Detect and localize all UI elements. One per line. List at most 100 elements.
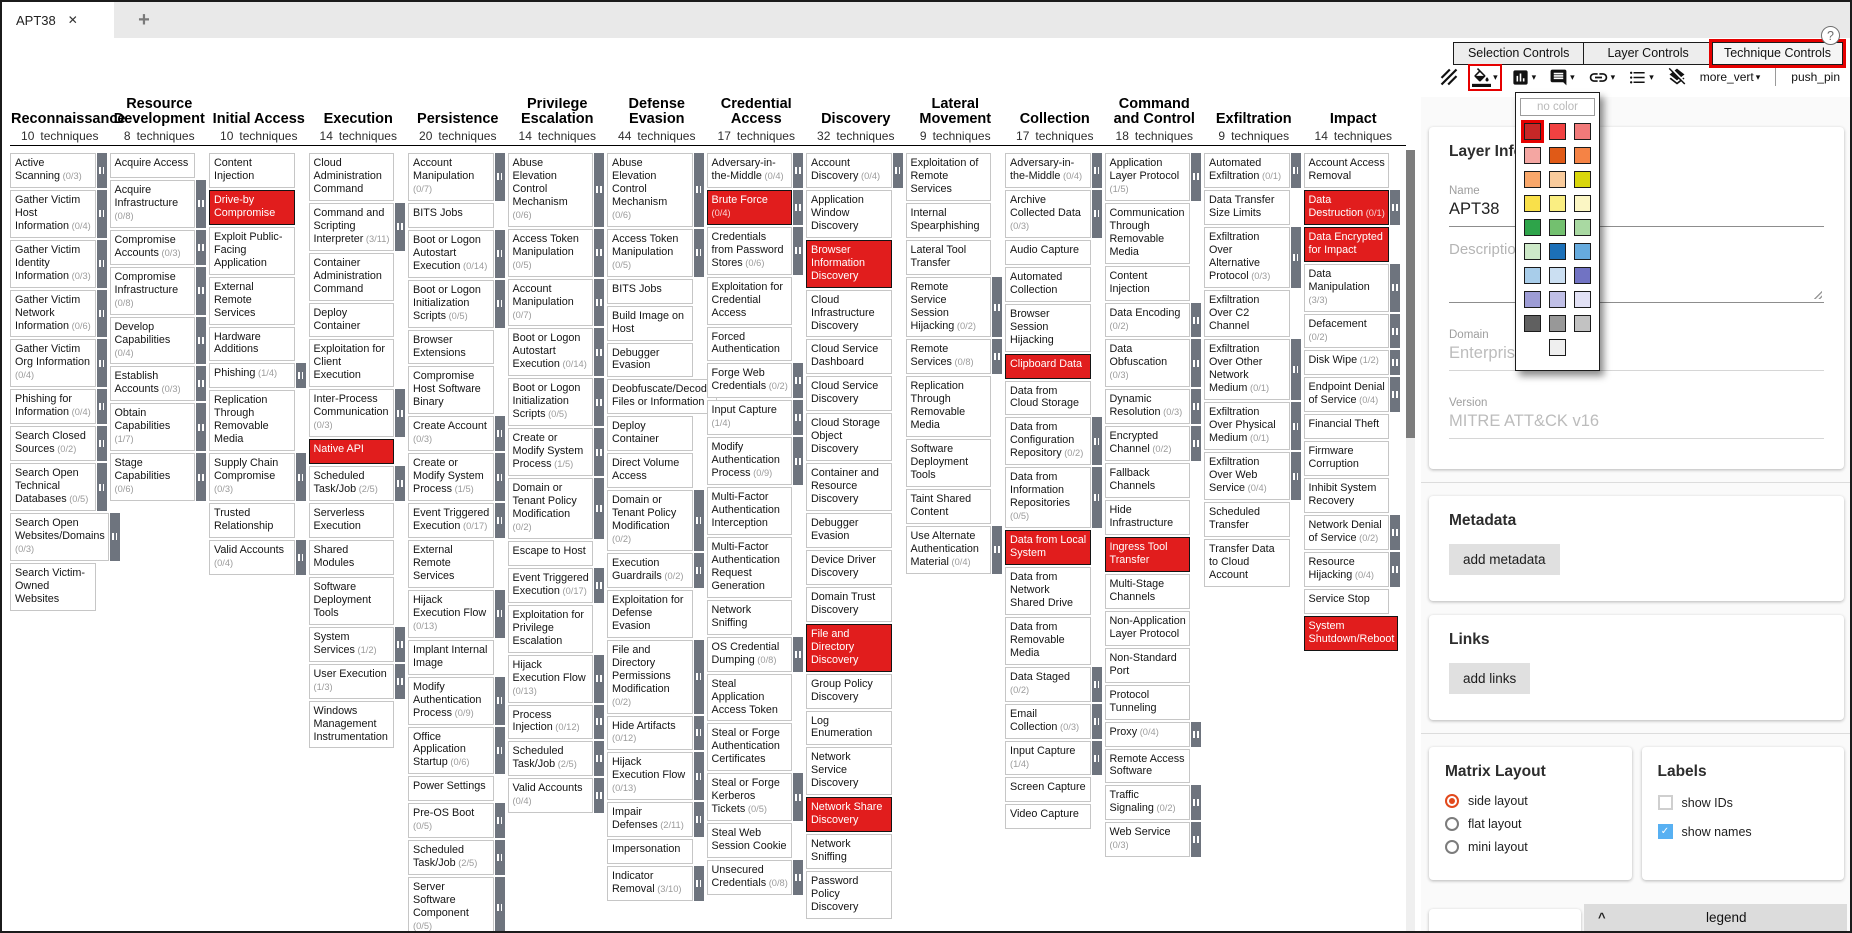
expand-subtechniques-handle[interactable] bbox=[295, 540, 306, 575]
technique-cell[interactable]: Gather Victim Org Information (0/4) bbox=[10, 339, 96, 388]
technique-cell[interactable]: Serverless Execution bbox=[308, 503, 394, 539]
expand-subtechniques-handle[interactable] bbox=[96, 153, 107, 188]
expand-subtechniques-handle[interactable] bbox=[992, 339, 1002, 375]
expand-subtechniques-handle[interactable] bbox=[196, 266, 206, 315]
expand-subtechniques-handle[interactable] bbox=[892, 153, 903, 188]
technique-cell[interactable]: Create Account (0/3) bbox=[408, 416, 494, 452]
new-tab-button[interactable]: + bbox=[138, 8, 150, 31]
expand-subtechniques-handle[interactable] bbox=[594, 378, 604, 427]
expand-subtechniques-handle[interactable] bbox=[1390, 515, 1400, 551]
expand-subtechniques-handle[interactable] bbox=[96, 289, 107, 338]
expand-subtechniques-handle[interactable] bbox=[494, 803, 505, 839]
color-swatch[interactable] bbox=[1524, 243, 1541, 260]
comment-icon[interactable]: ▾ bbox=[1549, 68, 1575, 87]
technique-cell[interactable]: Data Encrypted for Impact bbox=[1303, 226, 1389, 262]
technique-cell[interactable]: Password Policy Discovery bbox=[806, 871, 892, 919]
expand-subtechniques-handle[interactable] bbox=[793, 363, 803, 399]
expand-subtechniques-handle[interactable] bbox=[494, 153, 505, 201]
color-swatch[interactable] bbox=[1549, 195, 1566, 212]
technique-cell[interactable]: Group Policy Discovery bbox=[806, 673, 892, 709]
technique-cell[interactable]: Screen Capture bbox=[1005, 777, 1091, 803]
technique-cell[interactable]: Data Destruction (0/1) bbox=[1303, 189, 1389, 225]
technique-cell[interactable]: Indicator Removal (3/10) bbox=[607, 866, 693, 902]
expand-subtechniques-handle[interactable] bbox=[1390, 552, 1400, 588]
technique-cell[interactable]: Exfiltration Over Web Service (0/4) bbox=[1204, 452, 1290, 501]
technique-cell[interactable]: Event Triggered Execution (0/17) bbox=[507, 567, 593, 603]
technique-cell[interactable]: Steal Application Access Token bbox=[706, 673, 792, 722]
technique-cell[interactable]: Establish Accounts (0/3) bbox=[109, 366, 195, 402]
technique-cell[interactable]: Financial Theft bbox=[1303, 414, 1389, 440]
technique-cell[interactable]: Domain or Tenant Policy Modification (0/… bbox=[607, 490, 693, 551]
technique-cell[interactable]: Implant Internal Image bbox=[408, 639, 494, 675]
color-swatch[interactable] bbox=[1574, 315, 1591, 332]
flat-layout-option[interactable]: flat layout bbox=[1445, 817, 1618, 831]
expand-subtechniques-handle[interactable] bbox=[395, 663, 405, 699]
technique-cell[interactable]: Compromise Infrastructure (0/8) bbox=[109, 266, 195, 315]
expand-subtechniques-handle[interactable] bbox=[96, 189, 107, 238]
technique-cell[interactable]: Data from Information Repositories (0/5) bbox=[1005, 467, 1091, 529]
technique-cell[interactable]: Container and Resource Discovery bbox=[806, 463, 892, 512]
matrix-scrollbar[interactable] bbox=[1406, 150, 1415, 931]
technique-cell[interactable]: Domain or Tenant Policy Modification (0/… bbox=[507, 478, 593, 539]
color-swatch[interactable] bbox=[1549, 267, 1566, 284]
expand-subtechniques-handle[interactable] bbox=[196, 180, 206, 228]
technique-cell[interactable]: Command and Scripting Interpreter (3/11) bbox=[308, 202, 394, 251]
technique-cell[interactable]: Network Share Discovery bbox=[806, 797, 892, 833]
push-pin-button[interactable]: push_pin bbox=[1791, 70, 1840, 84]
technique-cell[interactable]: Remote Access Software bbox=[1104, 748, 1190, 784]
expand-subtechniques-handle[interactable] bbox=[96, 463, 107, 512]
technique-cell[interactable]: Hide Infrastructure bbox=[1104, 500, 1190, 535]
expand-subtechniques-handle[interactable] bbox=[594, 704, 604, 740]
technique-cell[interactable]: Firmware Corruption bbox=[1303, 441, 1389, 477]
technique-cell[interactable]: Dynamic Resolution (0/3) bbox=[1104, 389, 1190, 425]
technique-cell[interactable]: Protocol Tunneling bbox=[1104, 684, 1190, 720]
technique-cell[interactable]: File and Directory Discovery bbox=[806, 623, 892, 672]
expand-subtechniques-handle[interactable] bbox=[196, 229, 206, 265]
technique-cell[interactable]: Browser Extensions bbox=[408, 329, 494, 365]
expand-subtechniques-handle[interactable] bbox=[594, 778, 604, 814]
background-color-bucket-icon[interactable]: ▾ bbox=[1468, 63, 1502, 91]
color-swatch[interactable] bbox=[1524, 171, 1541, 188]
expand-subtechniques-handle[interactable] bbox=[793, 400, 803, 436]
expand-subtechniques-handle[interactable] bbox=[494, 877, 505, 931]
technique-cell[interactable]: Create or Modify System Process (1/5) bbox=[408, 453, 494, 502]
technique-cell[interactable]: Data Obfuscation (0/3) bbox=[1104, 339, 1190, 388]
technique-cell[interactable]: BITS Jobs bbox=[408, 202, 494, 228]
technique-cell[interactable]: Browser Information Discovery bbox=[806, 239, 892, 288]
expand-subtechniques-handle[interactable] bbox=[594, 153, 604, 227]
technique-cell[interactable]: Debugger Evasion bbox=[607, 342, 693, 378]
technique-cell[interactable]: Log Enumeration bbox=[806, 710, 892, 746]
tab-apt38[interactable]: APT38 ✕ bbox=[2, 2, 114, 38]
technique-cell[interactable]: Deploy Container bbox=[607, 416, 693, 452]
technique-cell[interactable]: Impersonation bbox=[607, 839, 693, 865]
layer-controls-button[interactable]: Layer Controls bbox=[1582, 42, 1714, 65]
color-swatch[interactable] bbox=[1549, 147, 1566, 164]
expand-subtechniques-handle[interactable] bbox=[693, 752, 704, 801]
technique-cell[interactable]: External Remote Services bbox=[408, 540, 494, 588]
color-swatch[interactable] bbox=[1549, 243, 1566, 260]
expand-subtechniques-handle[interactable] bbox=[1091, 703, 1102, 739]
technique-cell[interactable]: Endpoint Denial of Service (0/4) bbox=[1303, 377, 1389, 413]
expand-subtechniques-handle[interactable] bbox=[96, 339, 107, 388]
technique-cell[interactable]: Account Discovery (0/4) bbox=[806, 153, 892, 188]
technique-cell[interactable]: Audio Capture bbox=[1005, 239, 1091, 265]
technique-cell[interactable]: Non-Application Layer Protocol bbox=[1104, 610, 1190, 646]
expand-subtechniques-handle[interactable] bbox=[96, 389, 107, 425]
expand-subtechniques-handle[interactable] bbox=[1290, 402, 1301, 451]
technique-cell[interactable]: Phishing (1/4) bbox=[209, 363, 295, 389]
technique-cell[interactable]: Office Application Startup (0/6) bbox=[408, 726, 494, 775]
expand-subtechniques-handle[interactable] bbox=[1390, 189, 1400, 225]
expand-subtechniques-handle[interactable] bbox=[1091, 740, 1102, 776]
color-swatch[interactable] bbox=[1549, 171, 1566, 188]
technique-cell[interactable]: Remote Service Session Hijacking (0/2) bbox=[905, 276, 991, 338]
technique-cell[interactable]: Taint Shared Content bbox=[905, 489, 991, 524]
expand-subtechniques-handle[interactable] bbox=[693, 490, 704, 551]
expand-subtechniques-handle[interactable] bbox=[1191, 785, 1201, 821]
technique-cell[interactable]: Drive-by Compromise bbox=[209, 189, 295, 225]
technique-cell[interactable]: Inhibit System Recovery bbox=[1303, 478, 1389, 514]
expand-subtechniques-handle[interactable] bbox=[295, 453, 306, 502]
expand-subtechniques-handle[interactable] bbox=[1290, 226, 1301, 288]
technique-cell[interactable]: Encrypted Channel (0/2) bbox=[1104, 426, 1190, 462]
expand-subtechniques-handle[interactable] bbox=[693, 802, 704, 838]
expand-subtechniques-handle[interactable] bbox=[494, 416, 505, 452]
